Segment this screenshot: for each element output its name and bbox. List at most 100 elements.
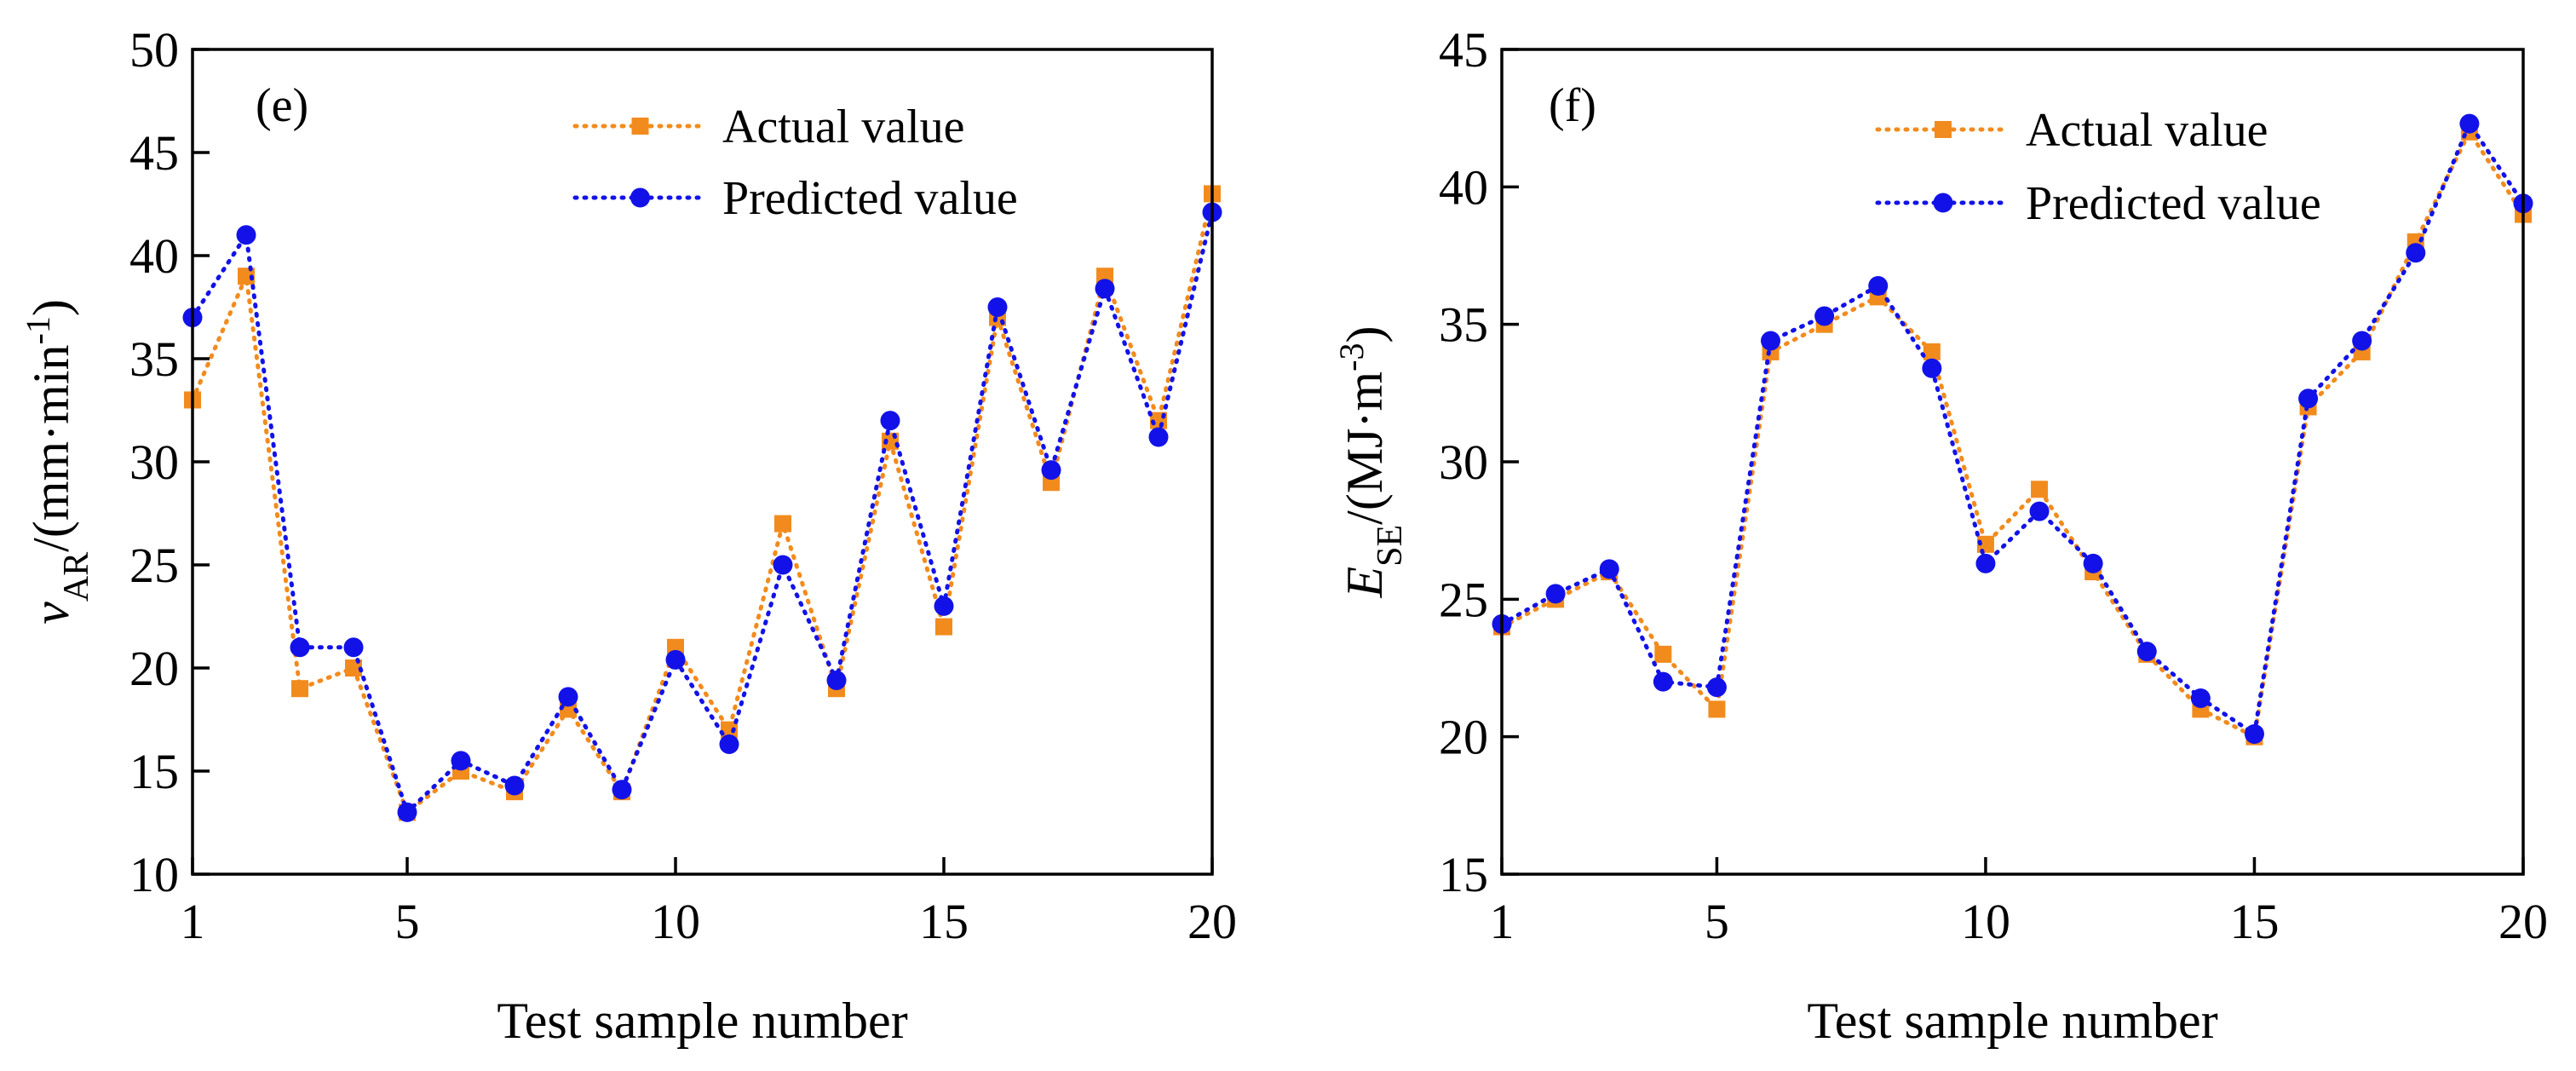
y-axis-label-var: E bbox=[1337, 567, 1393, 599]
y-tick-label: 30 bbox=[1439, 435, 1488, 490]
panel-label: (f) bbox=[1549, 79, 1596, 132]
data-point-actual bbox=[345, 659, 362, 677]
y-tick-label: 10 bbox=[129, 847, 179, 902]
data-point-predicted bbox=[1041, 460, 1061, 481]
x-axis-label: Test sample number bbox=[1807, 993, 2217, 1049]
data-point-predicted bbox=[236, 225, 256, 245]
data-point-predicted bbox=[2244, 723, 2264, 744]
data-point-predicted bbox=[880, 411, 900, 431]
legend-label-actual: Actual value bbox=[2026, 104, 2268, 157]
y-axis-label-var: v bbox=[23, 602, 79, 625]
y-axis-label-unit-pre: /(MJ·m bbox=[1337, 371, 1393, 525]
legend-marker-actual bbox=[1935, 121, 1952, 138]
data-point-actual bbox=[1923, 343, 1941, 360]
data-point-predicted bbox=[719, 734, 739, 755]
y-tick-label: 40 bbox=[129, 228, 179, 284]
data-point-predicted bbox=[1975, 553, 1996, 573]
x-tick-label: 15 bbox=[2229, 894, 2279, 949]
data-point-predicted bbox=[343, 637, 364, 658]
y-axis-label: vAR/(mm·min-1) bbox=[19, 299, 97, 625]
data-point-predicted bbox=[2083, 553, 2103, 573]
data-point-actual bbox=[721, 721, 738, 739]
legend: Actual value Predicted value bbox=[572, 101, 1018, 225]
y-tick-label: 35 bbox=[129, 331, 179, 387]
data-point-predicted bbox=[1868, 275, 1889, 296]
data-point-predicted bbox=[2459, 113, 2480, 134]
data-point-actual bbox=[1654, 645, 1672, 663]
data-point-predicted bbox=[558, 687, 578, 707]
data-point-predicted bbox=[665, 649, 686, 670]
data-point-predicted bbox=[290, 637, 310, 658]
data-point-predicted bbox=[2298, 389, 2319, 409]
data-point-predicted bbox=[2190, 688, 2211, 708]
legend-label-predicted: Predicted value bbox=[2026, 177, 2321, 230]
y-tick-label: 50 bbox=[129, 22, 179, 78]
y-axis-label-unit-post: ) bbox=[23, 299, 79, 316]
legend-marker-actual bbox=[631, 118, 649, 135]
x-tick-label: 5 bbox=[1705, 894, 1729, 949]
data-point-predicted bbox=[826, 671, 847, 691]
y-axis-label-sup: -1 bbox=[19, 316, 57, 344]
data-point-actual bbox=[291, 680, 308, 698]
x-axis-label: Test sample number bbox=[497, 993, 907, 1049]
data-point-actual bbox=[774, 515, 791, 533]
y-axis-label-sub: AR bbox=[57, 552, 96, 602]
y-axis-label-sup: -3 bbox=[1332, 343, 1371, 371]
y-tick-label: 25 bbox=[1439, 572, 1488, 627]
y-tick-label: 30 bbox=[129, 435, 179, 490]
plot-frame bbox=[191, 48, 1214, 876]
data-point-predicted bbox=[1653, 671, 1673, 692]
data-point-actual bbox=[1976, 535, 1994, 553]
legend: Actual value Predicted value bbox=[1875, 104, 2321, 230]
y-tick-label: 15 bbox=[1439, 847, 1488, 902]
data-point-predicted bbox=[1095, 279, 1115, 299]
x-tick-label: 20 bbox=[1187, 894, 1237, 949]
series-line-actual bbox=[190, 191, 1215, 816]
data-point-predicted bbox=[2406, 243, 2426, 263]
x-tick-label: 10 bbox=[1961, 894, 2010, 949]
y-axis-label: ESE/(MJ·m-3) bbox=[1332, 326, 1411, 599]
y-tick-label: 45 bbox=[129, 125, 179, 181]
y-axis-label-sub: SE bbox=[1371, 525, 1410, 567]
data-point-predicted bbox=[397, 802, 417, 822]
data-point-predicted bbox=[612, 780, 632, 800]
data-point-actual bbox=[2031, 481, 2049, 498]
data-point-actual bbox=[1708, 700, 1726, 718]
legend-marker-predicted bbox=[1933, 193, 1953, 213]
y-tick-label: 45 bbox=[1439, 22, 1488, 78]
x-tick-label: 15 bbox=[919, 894, 969, 949]
plot-frame bbox=[1500, 48, 2525, 876]
x-tick-label: 5 bbox=[395, 894, 420, 949]
data-point-predicted bbox=[1599, 559, 1619, 579]
y-tick-label: 25 bbox=[129, 538, 179, 593]
data-point-predicted bbox=[1922, 358, 1942, 378]
data-point-predicted bbox=[773, 555, 793, 575]
y-tick-label: 20 bbox=[1439, 710, 1488, 765]
panel-label: (e) bbox=[256, 79, 308, 132]
x-tick-label: 1 bbox=[1490, 894, 1515, 949]
x-tick-label: 10 bbox=[651, 894, 700, 949]
y-axis-label-unit-post: ) bbox=[1337, 326, 1393, 343]
data-point-actual bbox=[935, 618, 952, 636]
x-tick-label: 20 bbox=[2498, 894, 2548, 949]
data-point-predicted bbox=[1814, 306, 1835, 326]
series-line-actual bbox=[1499, 127, 2526, 740]
data-point-predicted bbox=[2029, 501, 2050, 521]
legend-label-predicted: Predicted value bbox=[722, 172, 1018, 225]
data-point-predicted bbox=[2136, 642, 2157, 662]
legend-marker-predicted bbox=[630, 187, 650, 208]
y-tick-label: 15 bbox=[129, 744, 179, 799]
data-point-predicted bbox=[934, 596, 954, 616]
legend-label-actual: Actual value bbox=[722, 101, 965, 153]
data-point-predicted bbox=[2352, 331, 2372, 351]
data-point-predicted bbox=[504, 775, 525, 796]
x-tick-label: 1 bbox=[181, 894, 205, 949]
data-point-predicted bbox=[1148, 427, 1169, 447]
y-axis-label-unit-pre: /(mm·min bbox=[23, 345, 79, 552]
data-point-predicted bbox=[1706, 677, 1727, 698]
data-point-predicted bbox=[451, 751, 471, 771]
data-point-predicted bbox=[987, 297, 1008, 317]
